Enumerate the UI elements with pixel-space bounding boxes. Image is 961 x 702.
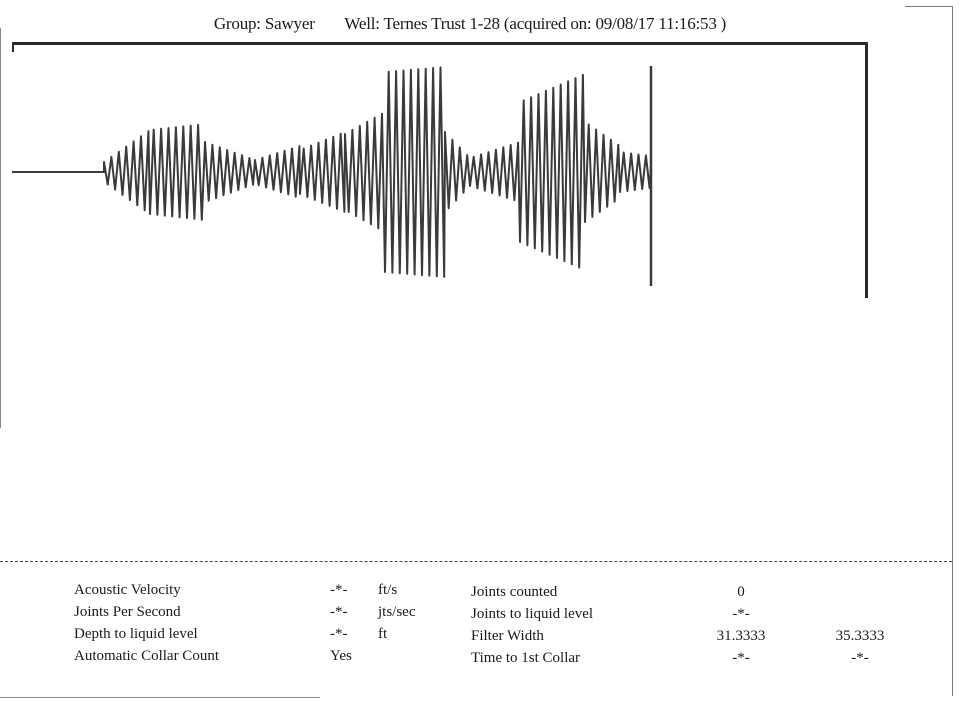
acoustic-waveform-plot[interactable] xyxy=(0,50,870,300)
filter-width-label: Filter Width xyxy=(471,628,544,644)
automatic-collar-count-label: Automatic Collar Count xyxy=(74,648,219,664)
readout-divider xyxy=(0,561,952,562)
acoustic-velocity-value: -*- xyxy=(330,582,348,598)
time-to-first-collar-label: Time to 1st Collar xyxy=(471,650,581,666)
automatic-collar-count-value: Yes xyxy=(330,648,352,664)
time-to-first-collar-value-1: -*- xyxy=(732,650,750,666)
automatic-collar-count-unit xyxy=(378,645,416,667)
acoustic-velocity-label: Acoustic Velocity xyxy=(74,582,181,598)
left-readout-labels: Acoustic Velocity Joints Per Second Dept… xyxy=(74,579,219,667)
joints-per-second-value: -*- xyxy=(330,604,348,620)
joints-to-liquid-value-2 xyxy=(820,603,900,625)
joints-to-liquid-value: -*- xyxy=(732,606,750,622)
window-border-top xyxy=(905,6,953,7)
filter-width-value-1: 31.3333 xyxy=(716,628,766,644)
time-to-first-collar-value-2: -*- xyxy=(851,650,869,666)
joints-counted-value: 0 xyxy=(737,584,745,600)
joints-to-liquid-label: Joints to liquid level xyxy=(471,606,594,622)
acquisition-header: Group: Sawyer Well: Ternes Trust 1-28 (a… xyxy=(0,14,940,34)
window-border-left xyxy=(0,28,1,428)
window-border-bottom xyxy=(0,697,320,698)
right-readout-values-secondary: 35.3333 -*- xyxy=(820,581,900,669)
left-readout-units: ft/s jts/sec ft xyxy=(378,579,416,667)
joints-per-second-unit: jts/sec xyxy=(378,604,416,620)
group-label: Group: Sawyer xyxy=(213,14,315,33)
filter-width-value-2: 35.3333 xyxy=(835,628,885,644)
acoustic-trace xyxy=(12,66,652,278)
plot-frame-left xyxy=(12,42,14,52)
joints-per-second-label: Joints Per Second xyxy=(74,604,181,620)
right-readout-values-primary: 0 -*- 31.3333 -*- xyxy=(700,581,782,669)
depth-to-liquid-unit: ft xyxy=(378,626,388,642)
joints-counted-label: Joints counted xyxy=(471,584,558,600)
depth-to-liquid-value: -*- xyxy=(330,626,348,642)
plot-frame-top xyxy=(12,42,868,45)
joints-counted-value-2 xyxy=(820,581,900,603)
depth-to-liquid-label: Depth to liquid level xyxy=(74,626,198,642)
acoustic-velocity-unit: ft/s xyxy=(378,582,398,598)
plot-frame-right xyxy=(865,42,868,298)
left-readout-values: -*- -*- -*- Yes xyxy=(330,579,352,667)
right-readout-labels: Joints counted Joints to liquid level Fi… xyxy=(471,581,593,669)
window-border-right xyxy=(952,6,953,696)
well-label: Well: Ternes Trust 1-28 (acquired on: 09… xyxy=(344,14,727,33)
